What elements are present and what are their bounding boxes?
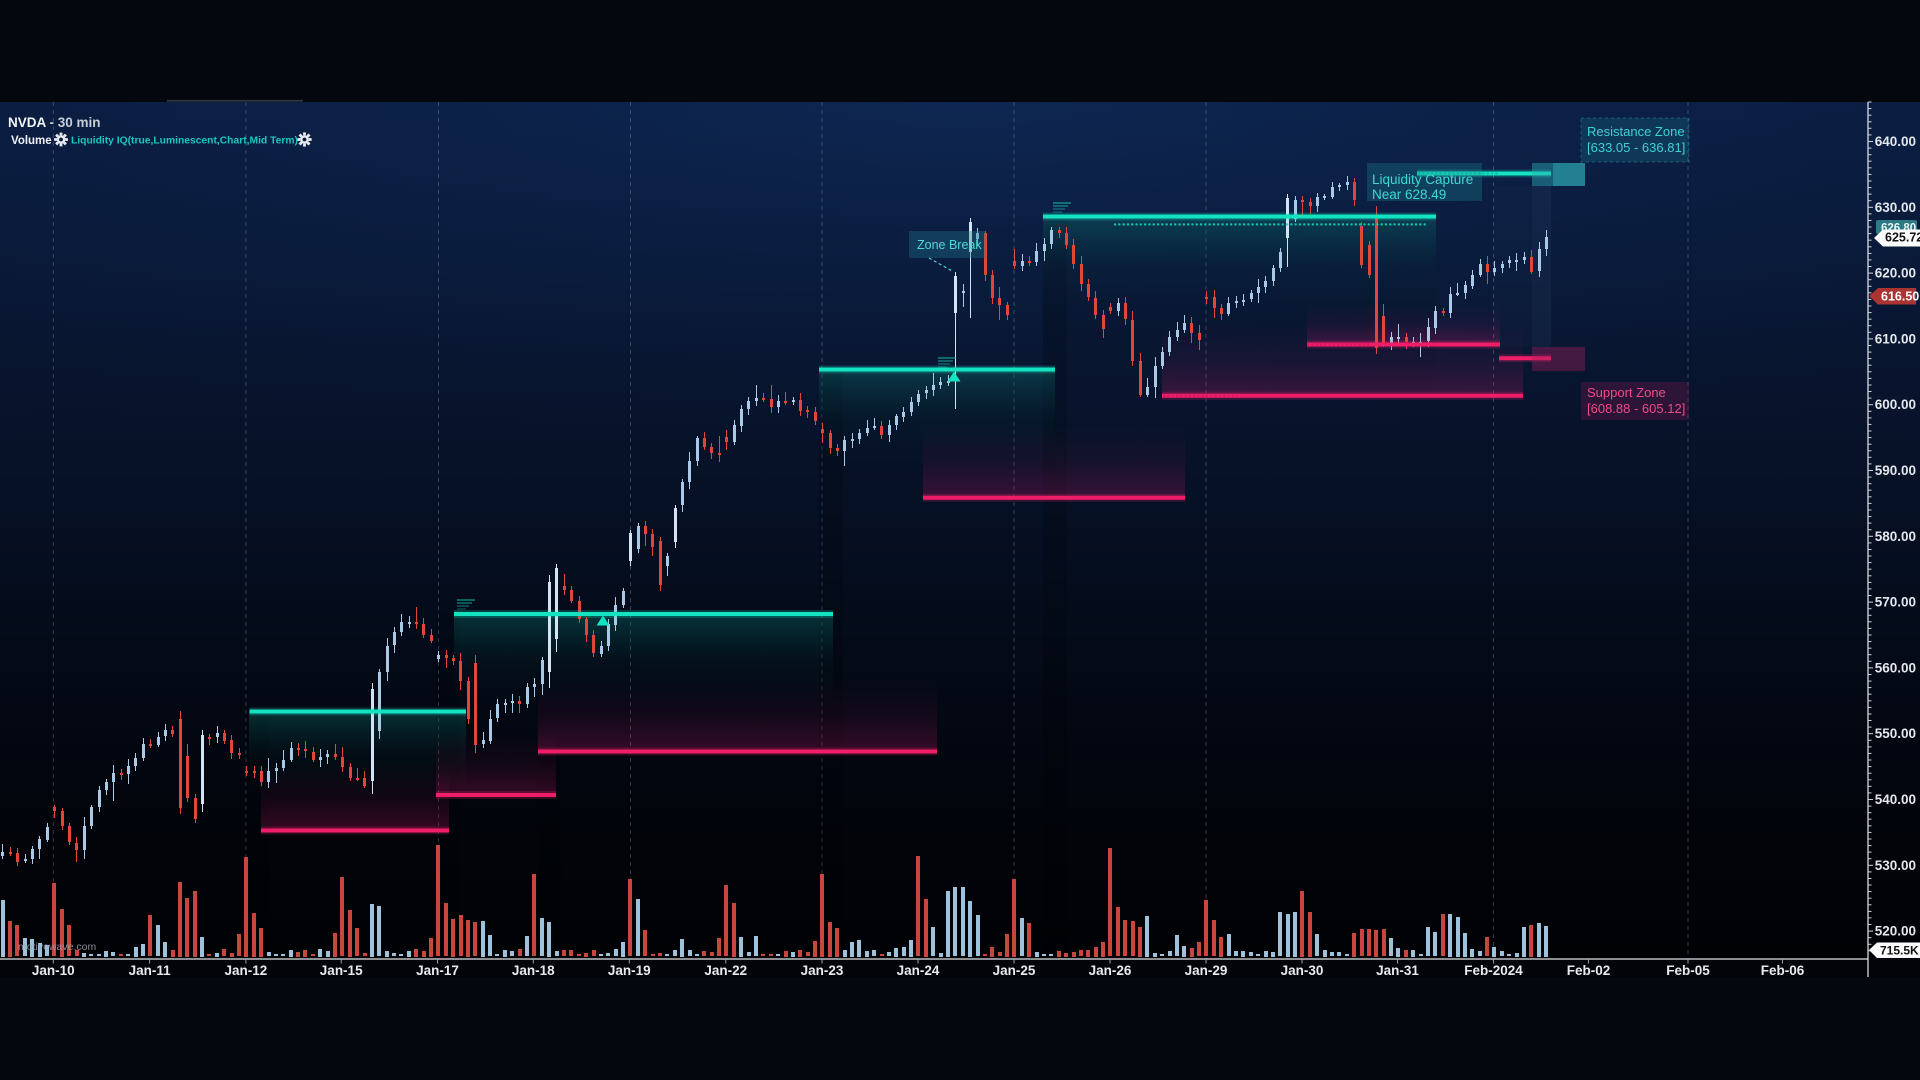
svg-text:550.00: 550.00: [1875, 726, 1916, 741]
svg-text:[608.88 - 605.12]: [608.88 - 605.12]: [1587, 401, 1685, 416]
svg-text:540.00: 540.00: [1875, 792, 1916, 807]
svg-text:Feb-06: Feb-06: [1761, 963, 1805, 978]
svg-text:Jan-22: Jan-22: [704, 963, 747, 978]
svg-text:Near 628.49: Near 628.49: [1372, 187, 1446, 202]
svg-text:610.00: 610.00: [1875, 331, 1916, 346]
svg-text:Resistance Zone: Resistance Zone: [1587, 124, 1685, 139]
svg-text:590.00: 590.00: [1875, 463, 1916, 478]
svg-text:Jan-24: Jan-24: [897, 963, 940, 978]
svg-text:Liquidity Capture: Liquidity Capture: [1372, 172, 1473, 187]
svg-text:Jan-15: Jan-15: [320, 963, 363, 978]
svg-text:Jan-10: Jan-10: [32, 963, 75, 978]
svg-text:620.00: 620.00: [1875, 266, 1916, 281]
svg-text:520.00: 520.00: [1875, 924, 1916, 939]
svg-text:560.00: 560.00: [1875, 660, 1916, 675]
svg-text:Jan-26: Jan-26: [1089, 963, 1132, 978]
svg-text:Jan-23: Jan-23: [801, 963, 844, 978]
svg-text:Jan-30: Jan-30: [1281, 963, 1324, 978]
svg-text:630.00: 630.00: [1875, 200, 1916, 215]
svg-text:640.00: 640.00: [1875, 134, 1916, 149]
svg-text:Jan-11: Jan-11: [129, 963, 172, 978]
svg-text:Zone Break: Zone Break: [917, 238, 982, 252]
svg-text:NVDA - 30 min: NVDA - 30 min: [8, 115, 101, 130]
svg-text:Feb-2024: Feb-2024: [1464, 963, 1523, 978]
svg-text:Jan-29: Jan-29: [1185, 963, 1228, 978]
svg-text:Jan-19: Jan-19: [608, 963, 651, 978]
svg-text:Volume: Volume: [11, 135, 52, 147]
svg-text:530.00: 530.00: [1875, 858, 1916, 873]
svg-text:motivewave.com: motivewave.com: [18, 941, 96, 953]
svg-text:Support Zone: Support Zone: [1587, 385, 1666, 400]
svg-text:715.5K: 715.5K: [1880, 944, 1919, 958]
svg-text:Feb-05: Feb-05: [1666, 963, 1710, 978]
svg-text:Jan-17: Jan-17: [416, 963, 459, 978]
svg-text:580.00: 580.00: [1875, 529, 1916, 544]
svg-text:Liquidity IQ(true,Luminescent,: Liquidity IQ(true,Luminescent,Chart,Mid …: [71, 136, 298, 147]
svg-text:600.00: 600.00: [1875, 397, 1916, 412]
svg-text:Jan-31: Jan-31: [1376, 963, 1419, 978]
svg-text:570.00: 570.00: [1875, 595, 1916, 610]
svg-text:616.50: 616.50: [1881, 290, 1919, 304]
svg-text:[633.05 - 636.81]: [633.05 - 636.81]: [1587, 140, 1685, 155]
svg-text:Jan-12: Jan-12: [225, 963, 268, 978]
svg-text:Jan-25: Jan-25: [993, 963, 1036, 978]
svg-text:Jan-18: Jan-18: [512, 963, 555, 978]
svg-text:Feb-02: Feb-02: [1567, 963, 1611, 978]
svg-text:625.72: 625.72: [1885, 231, 1920, 245]
